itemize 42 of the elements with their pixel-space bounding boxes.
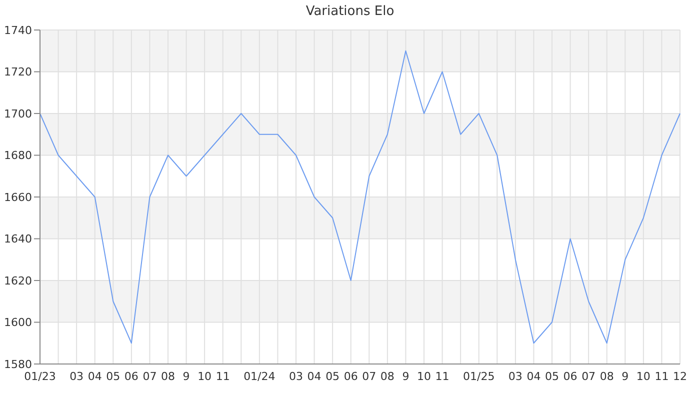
x-tick-label: 05	[545, 370, 559, 383]
x-tick-label: 07	[362, 370, 376, 383]
x-tick-label: 08	[600, 370, 614, 383]
x-tick-label: 10	[198, 370, 212, 383]
x-tick-label: 03	[289, 370, 303, 383]
y-tick-label: 1740	[4, 24, 32, 37]
x-tick-label: 01/24	[244, 370, 276, 383]
y-tick-label: 1600	[4, 316, 32, 330]
y-tick-label: 1640	[4, 232, 32, 246]
x-tick-label: 9	[182, 370, 190, 383]
x-tick-label: 08	[161, 370, 175, 383]
x-tick-label: 04	[307, 370, 322, 383]
x-tick-label: 05	[106, 370, 120, 383]
x-tick-label: 03	[508, 370, 522, 383]
x-tick-label: 10	[417, 370, 431, 383]
x-tick-label: 10	[636, 370, 650, 383]
y-tick-label: 1700	[4, 107, 32, 120]
chart-title: Variations Elo	[304, 4, 396, 21]
line-series	[40, 50, 680, 344]
x-tick-label: 01/23	[24, 370, 56, 383]
x-tick-label: 11	[654, 370, 669, 383]
x-tick-label: 04	[526, 370, 541, 383]
x-tick-label: 9	[402, 370, 410, 383]
x-tick-label: 11	[435, 370, 450, 383]
x-tick-label: 11	[216, 370, 230, 383]
y-tick-label: 1660	[4, 190, 32, 204]
x-tick-label: 06	[124, 370, 138, 383]
x-tick-label: 07	[142, 370, 157, 383]
x-tick-label: 08	[380, 370, 394, 383]
x-tick-label: 03	[70, 370, 84, 383]
x-tick-label: 04	[88, 370, 102, 383]
x-tick-label: 06	[344, 370, 358, 383]
y-tick-label: 1680	[4, 149, 32, 162]
x-tick-label: 01/25	[463, 370, 495, 383]
x-tick-label: 12	[673, 370, 687, 383]
y-tick-label: 1620	[4, 274, 32, 288]
x-tick-label: 9	[622, 370, 629, 383]
y-tick-label: 1580	[4, 358, 32, 371]
y-tick-label: 1720	[4, 66, 32, 79]
x-tick-label: 05	[326, 370, 340, 383]
x-tick-label: 07	[582, 370, 596, 383]
x-tick-label: 06	[563, 370, 578, 383]
